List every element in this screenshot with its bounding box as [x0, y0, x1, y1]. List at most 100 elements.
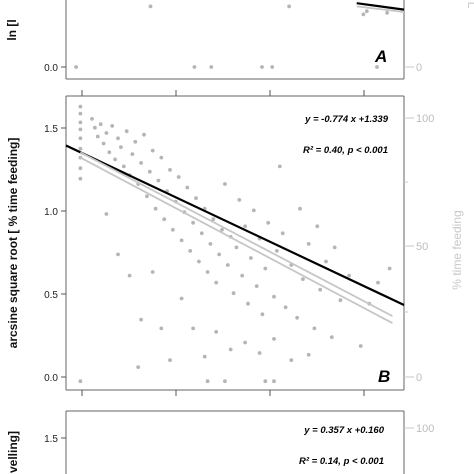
panel-a-point-7 [287, 4, 291, 9]
panel-b-tick-label-0.0: 0.0 [44, 373, 58, 384]
panel-b-point-94 [150, 270, 155, 274]
panel-a-point-6 [148, 4, 153, 9]
panel-a-regression-line [356, 2, 405, 11]
panel-b-y-axis-label: arcsine square root [ % time feeding] [6, 138, 20, 349]
panel-b-point-46 [194, 196, 198, 201]
panel-b-point-92 [127, 273, 132, 278]
panel-b-point-59 [231, 291, 236, 296]
panel-b-point-95 [159, 326, 164, 331]
panel-b-point-29 [145, 194, 149, 199]
panel-c-tick-label-1.5: 1.5 [44, 434, 58, 445]
panel-b-point-73 [275, 249, 279, 253]
panel-b-point-38 [171, 227, 175, 232]
panel-b-point-103 [257, 351, 262, 355]
panel-a-lines [356, 2, 405, 13]
panel-b-point-89 [387, 266, 392, 271]
panel-b-point-41 [179, 238, 184, 243]
panel-b: 1.5 1.0 0.5 0.0 100 50 0 arcsine square … [6, 90, 464, 396]
panel-b-right-tick-0: 0 [416, 372, 422, 384]
panel-b-reference-line-1 [79, 151, 393, 317]
panel-a-point-9 [361, 12, 366, 17]
panel-b-point-61 [237, 198, 242, 202]
panel-a-point-1 [192, 65, 197, 69]
panel-b-label: B [378, 367, 390, 386]
panel-a-right-axis-label: L [465, 2, 474, 9]
panel-c-equation: y = 0.357 x +0.160 [303, 425, 384, 436]
panel-a-point-4 [270, 65, 275, 69]
panel-b-point-93 [139, 317, 144, 322]
panel-b-tick-label-0.5: 0.5 [44, 290, 58, 301]
panel-b-point-7 [78, 166, 83, 171]
panel-b-regression-line [65, 144, 405, 306]
panel-a-point-2 [209, 65, 214, 69]
panel-b-point-24 [130, 152, 135, 157]
panel-b-right-axis-label: % time feeding [450, 210, 464, 289]
panel-b-point-90 [104, 212, 109, 216]
panel-c-stats: R² = 0.14, p < 0.001 [299, 456, 384, 467]
panel-b-point-32 [153, 206, 158, 211]
panel-b-point-51 [208, 242, 213, 246]
panel-b-point-98 [191, 326, 196, 331]
panel-b-point-16 [107, 150, 112, 155]
panel-b-point-12 [95, 134, 100, 139]
panel-b-point-20 [119, 145, 123, 150]
panel-b-point-17 [110, 124, 115, 128]
panel-b-point-34 [159, 155, 164, 160]
panel-b-point-77 [295, 315, 299, 320]
panel-a-tick-label-left: 0.0 [44, 63, 58, 74]
panel-b-point-85 [347, 273, 351, 278]
panel-b-right-tick-50: 50 [416, 241, 428, 253]
panel-b-point-25 [133, 139, 138, 144]
panel-b-point-43 [185, 185, 190, 190]
panel-b-point-114 [263, 379, 268, 384]
panel-b-stats: R² = 0.40, p < 0.001 [303, 145, 388, 156]
panel-a-point-8 [364, 9, 369, 14]
panel-b-stats-text: R² = 0.40, p < 0.001 [303, 145, 388, 156]
panel-b-point-109 [315, 224, 320, 229]
panel-b-point-67 [254, 284, 259, 288]
panel-b-left-ticks [61, 127, 66, 378]
panel-b-right-ticks [404, 117, 414, 378]
panel-b-point-104 [272, 337, 276, 341]
panel-c: 1.5 100 velling] y = 0.357 x +0.160 R² =… [6, 410, 434, 474]
panel-b-point-111 [136, 365, 141, 369]
panel-c-right-tick-100: 100 [416, 423, 434, 435]
panel-b-point-102 [243, 340, 248, 345]
panel-b-point-75 [283, 305, 288, 310]
panel-b-point-107 [277, 164, 282, 169]
panel-b-point-65 [249, 256, 253, 260]
panel-b-point-83 [329, 335, 334, 340]
panel-b-point-31 [150, 148, 155, 153]
panel-b-point-106 [306, 352, 311, 357]
panel-b-point-60 [234, 245, 239, 250]
panel-b-point-91 [116, 252, 120, 257]
panel-b-point-105 [289, 358, 294, 362]
panel-b-point-47 [197, 259, 201, 264]
panel-b-point-63 [243, 224, 248, 229]
panel-b-point-79 [306, 242, 311, 246]
panel-b-point-2 [78, 120, 83, 125]
panel-b-point-48 [199, 231, 204, 236]
panel-b-point-56 [223, 182, 227, 186]
panel-b-point-97 [179, 296, 184, 301]
panel-b-point-14 [101, 141, 106, 146]
panel-b-point-4 [78, 136, 83, 141]
panel-b-point-18 [113, 157, 117, 162]
panel-b-point-15 [104, 131, 109, 135]
panel-b-equation: y = -0.774 x +1.339 [304, 114, 389, 125]
panel-b-point-50 [205, 270, 210, 274]
panel-b-point-108 [298, 206, 302, 211]
panel-b-point-5 [78, 146, 83, 151]
panel-b-point-57 [225, 263, 230, 267]
panel-a-y-axis-label: ln [l [5, 19, 19, 40]
panel-b-point-78 [301, 277, 305, 281]
panel-b-point-113 [223, 379, 227, 384]
panel-b-point-112 [205, 379, 210, 384]
panel-b-lines [65, 144, 405, 324]
panel-b-point-19 [116, 136, 120, 141]
panel-b-point-44 [188, 249, 193, 253]
panel-b-point-40 [176, 175, 181, 179]
panel-b-point-96 [168, 358, 172, 362]
panel-a-point-5 [375, 65, 379, 69]
